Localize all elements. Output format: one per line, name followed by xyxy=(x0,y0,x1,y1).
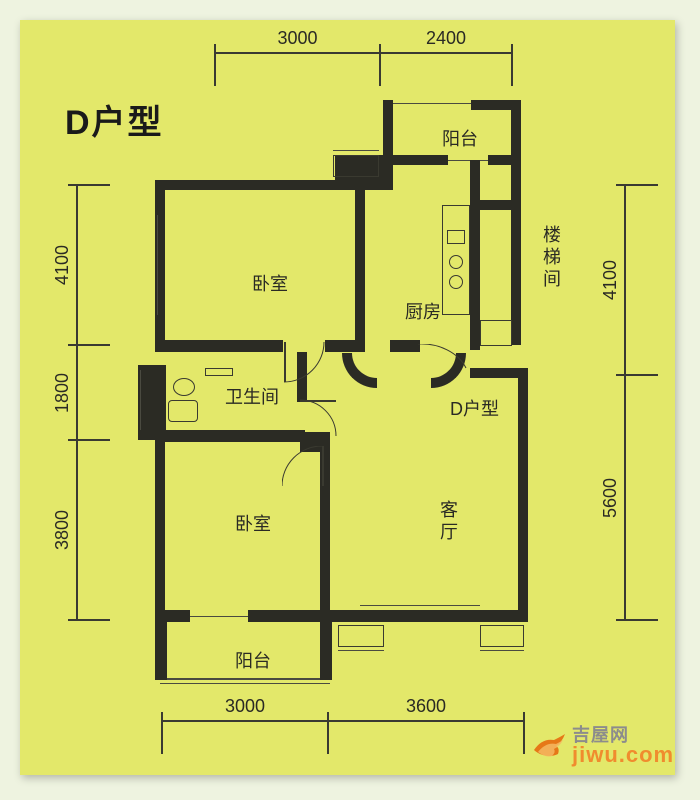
room-label-bedroom_top: 卧室 xyxy=(252,270,288,296)
room-label-living: 客厅 xyxy=(435,500,461,544)
room-label-bedroom_bot: 卧室 xyxy=(235,510,271,536)
dimension-label: 3000 xyxy=(268,28,328,49)
dimension-label: 4100 xyxy=(52,235,73,295)
dimension-label: 3600 xyxy=(396,696,456,717)
room-label-kitchen: 厨房 xyxy=(405,298,441,324)
room-label-balcony_bot: 阳台 xyxy=(235,647,271,673)
dimension-label: 3800 xyxy=(52,500,73,560)
room-label-unit_label: D户型 xyxy=(450,395,499,421)
dimension-label: 3000 xyxy=(215,696,275,717)
dimension-label: 1800 xyxy=(52,363,73,423)
room-label-balcony_top: 阳台 xyxy=(442,125,478,151)
logo-text-en: jiwu.com xyxy=(572,744,674,766)
dimension-label: 2400 xyxy=(416,28,476,49)
watermark-logo: 吉屋网 jiwu.com xyxy=(532,726,674,766)
room-label-stairwell: 楼梯间 xyxy=(538,225,564,291)
dimension-label: 4100 xyxy=(600,250,621,310)
floorplan-canvas: D户型 3000 2400 3000 3600 4100 1800 3800 4100 5… xyxy=(0,0,700,800)
bird-icon xyxy=(532,732,566,760)
unit-type-title: D户型 xyxy=(65,95,164,144)
room-label-bathroom: 卫生间 xyxy=(225,383,279,409)
dimension-label: 5600 xyxy=(600,468,621,528)
